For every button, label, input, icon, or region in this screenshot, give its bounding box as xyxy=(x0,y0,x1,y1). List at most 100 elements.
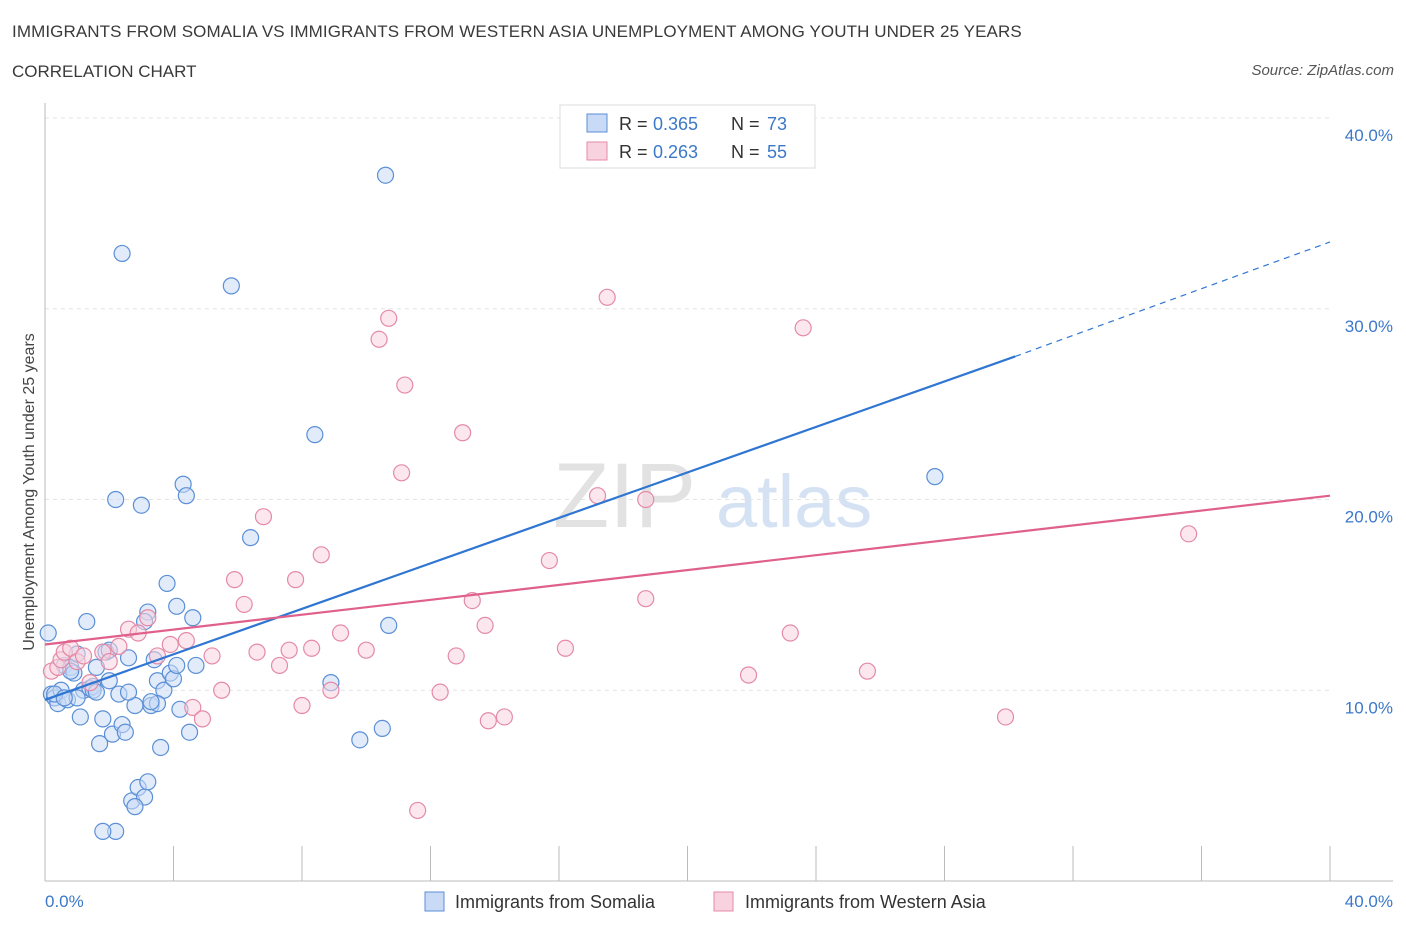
data-point xyxy=(193,710,212,728)
y-tick-label: 30.0% xyxy=(1345,317,1393,336)
y-tick-labels: 10.0% 20.0% 30.0% 40.0% xyxy=(1345,126,1393,717)
data-point xyxy=(152,738,170,757)
trend-line xyxy=(44,355,1016,701)
data-point xyxy=(380,616,398,634)
data-point xyxy=(858,662,877,680)
data-point xyxy=(91,735,109,753)
data-point xyxy=(376,166,395,184)
data-point xyxy=(39,624,57,642)
data-point xyxy=(119,649,138,667)
data-point xyxy=(254,508,273,526)
data-point xyxy=(142,693,160,711)
data-point xyxy=(132,496,150,514)
data-point xyxy=(180,723,199,741)
data-point xyxy=(447,647,465,665)
stats-swatch-western-asia xyxy=(586,141,608,161)
data-point xyxy=(107,490,125,509)
data-point xyxy=(177,632,195,650)
axes xyxy=(44,103,1393,882)
data-point xyxy=(235,595,253,614)
data-point xyxy=(396,376,414,394)
data-point xyxy=(248,643,266,661)
data-point xyxy=(1180,525,1198,543)
stats-r-value-somalia: 0.365 xyxy=(653,114,698,134)
source-credit: Source: ZipAtlas.com xyxy=(1251,62,1394,79)
stats-legend: R = 0.365 N = 73 R = 0.263 N = 55 xyxy=(559,104,816,169)
data-point xyxy=(222,277,240,295)
data-point xyxy=(331,624,350,642)
data-point xyxy=(280,641,298,659)
data-point xyxy=(100,653,118,671)
data-point xyxy=(184,609,202,627)
data-point xyxy=(184,698,202,717)
y-tick-label: 40.0% xyxy=(1345,126,1393,145)
trend-line-extension xyxy=(1014,241,1331,358)
data-point xyxy=(94,822,112,841)
data-point xyxy=(495,708,513,726)
data-point xyxy=(168,597,186,615)
data-point xyxy=(306,426,324,444)
data-point xyxy=(81,674,99,692)
data-point xyxy=(637,590,655,608)
stats-n-value-somalia: 73 xyxy=(767,114,787,134)
data-point xyxy=(794,319,812,337)
data-point xyxy=(242,529,260,547)
data-point xyxy=(392,464,411,482)
data-point xyxy=(139,773,157,791)
x-tick-label-min: 0.0% xyxy=(45,892,84,911)
data-point xyxy=(203,647,221,665)
legend-label-western-asia: Immigrants from Western Asia xyxy=(745,892,987,912)
stats-n-label-somalia: N = xyxy=(731,114,760,134)
data-point xyxy=(78,612,96,631)
data-point xyxy=(303,639,321,657)
data-point xyxy=(454,424,472,442)
stats-r-label-western-asia: R = xyxy=(619,142,648,162)
legend-swatch-western-asia xyxy=(713,891,734,912)
trend-lines xyxy=(44,241,1331,701)
stats-n-label-western-asia: N = xyxy=(731,142,760,162)
data-point xyxy=(94,710,112,728)
stats-swatch-somalia xyxy=(586,113,608,133)
stats-r-value-western-asia: 0.263 xyxy=(653,142,698,162)
data-point xyxy=(540,551,558,570)
data-point xyxy=(158,574,176,593)
y-tick-label: 20.0% xyxy=(1345,508,1393,527)
data-point xyxy=(926,468,944,486)
data-point xyxy=(126,798,144,816)
data-point xyxy=(177,487,195,505)
data-point xyxy=(781,624,799,642)
data-point xyxy=(479,712,497,730)
data-point xyxy=(373,719,391,738)
chart-title: IMMIGRANTS FROM SOMALIA VS IMMIGRANTS FR… xyxy=(12,22,1022,41)
data-point xyxy=(113,244,131,263)
data-point xyxy=(119,683,138,701)
watermark-zip: ZIP xyxy=(553,445,696,547)
data-point xyxy=(293,696,311,715)
data-point xyxy=(74,647,93,665)
y-tick-label: 10.0% xyxy=(1345,698,1393,717)
data-point xyxy=(148,647,167,665)
data-point xyxy=(139,609,157,627)
data-point xyxy=(351,731,369,749)
watermark-atlas: atlas xyxy=(716,460,872,543)
data-point xyxy=(225,571,244,589)
data-point xyxy=(161,635,179,654)
data-point xyxy=(116,723,134,741)
data-point xyxy=(168,656,186,675)
data-point xyxy=(286,571,305,589)
data-point xyxy=(322,681,340,699)
data-point xyxy=(431,683,449,701)
data-point xyxy=(213,681,231,699)
data-point xyxy=(637,490,655,509)
data-point xyxy=(409,801,427,820)
data-point xyxy=(110,637,128,655)
data-point xyxy=(187,656,205,675)
data-point xyxy=(463,591,481,610)
data-point xyxy=(357,641,375,659)
data-point xyxy=(996,708,1015,726)
series-legend: Immigrants from Somalia Immigrants from … xyxy=(424,891,987,912)
data-point xyxy=(270,656,289,675)
x-tick-label-max: 40.0% xyxy=(1345,892,1393,911)
data-point xyxy=(370,330,388,348)
